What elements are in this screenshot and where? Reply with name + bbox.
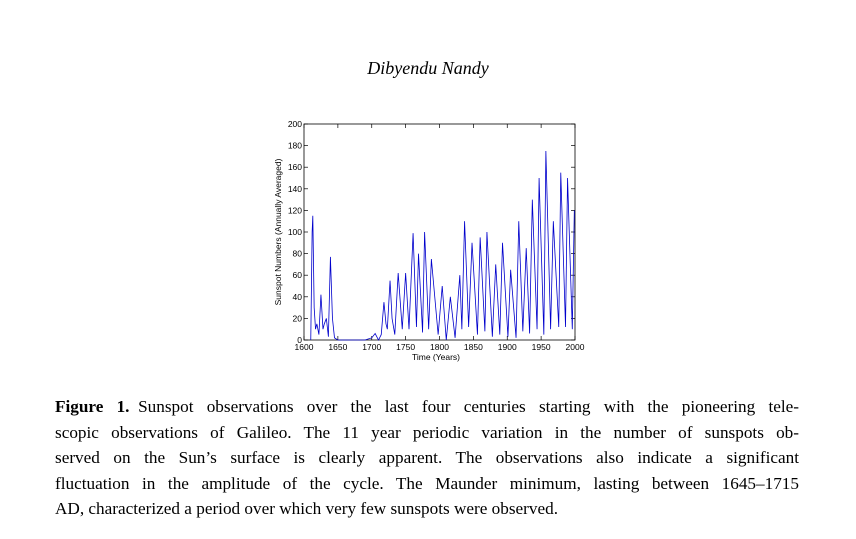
data-line xyxy=(310,150,575,341)
y-axis-label: Sunspot Numbers (Annually Averaged) xyxy=(273,158,283,305)
caption-text: fluctuation in the amplitude of the cycl… xyxy=(55,473,799,493)
caption-text: scopic observations of Galileo. The 11 y… xyxy=(55,422,799,442)
y-tick-label: 140 xyxy=(288,184,302,194)
x-tick-label: 1950 xyxy=(532,342,551,352)
plot-frame xyxy=(303,123,576,341)
y-tick-label: 120 xyxy=(288,205,302,215)
x-tick-label: 1800 xyxy=(430,342,449,352)
y-tick-label: 180 xyxy=(288,141,302,151)
x-tick-label: 1600 xyxy=(295,342,314,352)
chart: Time (Years) Sunspot Numbers (Annually A… xyxy=(273,119,585,362)
y-tick-label: 20 xyxy=(293,313,303,323)
y-tick-label: 80 xyxy=(293,249,303,259)
x-axis-label: Time (Years) xyxy=(412,352,460,362)
caption-line: scopic observations of Galileo. The 11 y… xyxy=(55,420,799,446)
y-tick-label: 200 xyxy=(288,119,302,129)
y-tick-label: 0 xyxy=(297,335,302,345)
x-tick-label: 1650 xyxy=(328,342,347,352)
x-tick-label: 1750 xyxy=(396,342,415,352)
x-tick-label: 2000 xyxy=(566,342,585,352)
caption-line: AD, characterized a period over which ve… xyxy=(55,496,799,522)
caption-text: AD, characterized a period over which ve… xyxy=(55,499,559,518)
y-tick-label: 100 xyxy=(288,227,302,237)
caption-line: Figure 1. Sunspot observations over the … xyxy=(55,394,799,420)
caption-line: served on the Sun’s surface is clearly a… xyxy=(55,445,799,471)
caption-label: Figure 1. xyxy=(55,397,130,416)
figure-caption: Figure 1. Sunspot observations over the … xyxy=(55,394,799,522)
y-tick-label: 60 xyxy=(293,270,303,280)
y-tick-label: 40 xyxy=(293,292,303,302)
caption-line: fluctuation in the amplitude of the cycl… xyxy=(55,471,799,497)
caption-text: Sunspot observations over the last four … xyxy=(138,397,799,416)
x-tick-label: 1700 xyxy=(362,342,381,352)
caption-text: served on the Sun’s surface is clearly a… xyxy=(55,448,799,467)
y-tick-label: 160 xyxy=(288,162,302,172)
running-header: Dibyendu Nandy xyxy=(367,58,489,78)
x-tick-label: 1900 xyxy=(498,342,517,352)
x-tick-label: 1850 xyxy=(464,342,483,352)
